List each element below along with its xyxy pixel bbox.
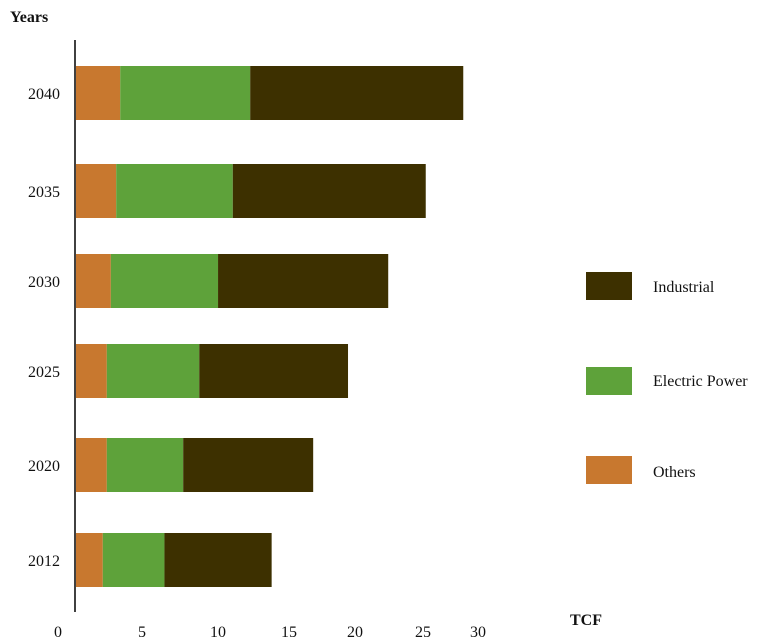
y-tick-label-2025: 2025 bbox=[28, 364, 60, 381]
y-tick-label-2035: 2035 bbox=[28, 184, 60, 201]
bar-others-2030 bbox=[76, 254, 111, 308]
bar-others-2040 bbox=[76, 66, 121, 120]
bar-row-2040 bbox=[76, 66, 464, 120]
x-tick-label-25: 25 bbox=[415, 624, 431, 641]
y-tick-label-2012: 2012 bbox=[28, 553, 60, 570]
x-axis-title: TCF bbox=[570, 612, 602, 629]
bar-others-2025 bbox=[76, 344, 107, 398]
x-tick-label-0: 0 bbox=[54, 624, 62, 641]
bar-others-2012 bbox=[76, 533, 103, 587]
bar-row-2030 bbox=[76, 254, 389, 308]
legend-swatch-others bbox=[586, 456, 632, 484]
bar-industrial-2020 bbox=[183, 438, 314, 492]
bar-electric-power-2012 bbox=[102, 533, 165, 587]
legend-label-others: Others bbox=[653, 464, 696, 481]
bar-electric-power-2035 bbox=[116, 164, 233, 218]
bar-others-2035 bbox=[76, 164, 117, 218]
y-tick-label-2040: 2040 bbox=[28, 86, 60, 103]
bar-industrial-2040 bbox=[250, 66, 464, 120]
bar-industrial-2035 bbox=[232, 164, 426, 218]
y-tick-label-2030: 2030 bbox=[28, 274, 60, 291]
bar-others-2020 bbox=[76, 438, 107, 492]
y-tick-label-2020: 2020 bbox=[28, 458, 60, 475]
bar-row-2012 bbox=[76, 533, 272, 587]
bar-industrial-2012 bbox=[164, 533, 272, 587]
y-axis-title: Years bbox=[10, 9, 48, 26]
legend-swatch-industrial bbox=[586, 272, 632, 300]
legend-item-electric-power: Electric Power bbox=[586, 367, 748, 395]
x-tick-label-15: 15 bbox=[281, 624, 297, 641]
legend-item-industrial: Industrial bbox=[586, 272, 715, 300]
x-tick-label-30: 30 bbox=[470, 624, 486, 641]
bar-electric-power-2025 bbox=[106, 344, 200, 398]
bar-electric-power-2040 bbox=[120, 66, 251, 120]
bar-industrial-2030 bbox=[218, 254, 389, 308]
legend-item-others: Others bbox=[586, 456, 696, 484]
x-tick-label-10: 10 bbox=[210, 624, 226, 641]
x-tick-label-20: 20 bbox=[347, 624, 363, 641]
bar-electric-power-2030 bbox=[110, 254, 219, 308]
bar-row-2025 bbox=[76, 344, 349, 398]
legend-label-electric-power: Electric Power bbox=[653, 373, 748, 390]
bar-row-2035 bbox=[76, 164, 426, 218]
bar-industrial-2025 bbox=[199, 344, 349, 398]
bar-electric-power-2020 bbox=[106, 438, 184, 492]
bar-row-2020 bbox=[76, 438, 314, 492]
legend-label-industrial: Industrial bbox=[653, 279, 715, 296]
x-tick-label-5: 5 bbox=[138, 624, 146, 641]
legend-swatch-electric-power bbox=[586, 367, 632, 395]
